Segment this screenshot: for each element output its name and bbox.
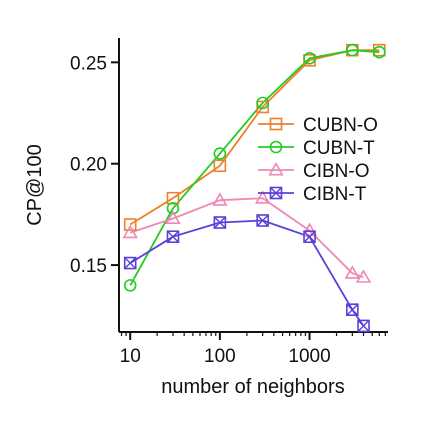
data-point-cibn-o — [212, 192, 228, 206]
legend-item-cibn-o: CIBN-O — [258, 161, 370, 182]
y-tick-label: 0.15 — [70, 256, 107, 277]
data-point-cubn-o — [256, 100, 269, 114]
legend-item-cubn-o: CUBN-O — [258, 115, 378, 136]
data-point-cubn-o — [213, 159, 227, 173]
data-point-cibn-t — [346, 303, 359, 316]
data-point-cubn-t — [373, 45, 386, 59]
plot-area: 0.15 0.20 0.25 10 100 1000 — [70, 38, 388, 367]
data-point-cubn-t — [123, 279, 137, 292]
series-markers — [122, 43, 386, 333]
data-point-cubn-t — [303, 51, 316, 65]
legend-marker — [269, 117, 283, 131]
legend-marker — [268, 162, 284, 176]
data-point-cubn-t — [166, 202, 180, 215]
data-point-cibn-t — [123, 256, 137, 270]
x-tick-label: 1000 — [288, 346, 330, 367]
data-point-cibn-t — [256, 214, 269, 227]
data-point-cibn-o — [355, 269, 372, 283]
series-line-cibn-t — [129, 219, 365, 327]
data-point-cibn-o — [122, 224, 138, 239]
data-point-cibn-o — [301, 222, 318, 237]
legend-item-cubn-t: CUBN-T — [258, 138, 375, 159]
x-tick-label: 10 — [120, 346, 141, 367]
data-point-cubn-o — [123, 218, 137, 231]
data-point-cibn-t — [357, 319, 370, 333]
legend-item-cibn-t: CIBN-T — [258, 184, 367, 205]
data-point-cibn-o — [165, 210, 181, 224]
legend-marker — [269, 140, 283, 154]
legend-label: CUBN-T — [303, 138, 375, 159]
y-tick-label: 0.20 — [70, 155, 107, 176]
x-axis-title: number of neighbors — [161, 376, 344, 398]
data-point-cubn-t — [346, 43, 359, 57]
data-point-cibn-t — [213, 216, 227, 229]
legend-label: CIBN-T — [303, 184, 367, 205]
y-tick-label: 0.25 — [70, 53, 107, 74]
data-point-cibn-o — [344, 265, 361, 279]
x-tick-label: 100 — [204, 346, 236, 367]
y-axis-title: CP@100 — [24, 144, 46, 225]
data-point-cibn-t — [166, 230, 180, 244]
series-line-cibn-o — [129, 197, 364, 279]
series-line-cubn-t — [129, 49, 380, 286]
legend-label: CUBN-O — [303, 115, 378, 136]
data-point-cubn-t — [213, 147, 227, 160]
y-ticks: 0.15 0.20 0.25 — [70, 53, 119, 277]
x-ticks: 10 100 1000 — [120, 332, 386, 367]
data-point-cubn-t — [256, 96, 269, 110]
data-point-cibn-o — [254, 190, 271, 204]
legend-label: CIBN-O — [303, 161, 370, 182]
data-point-cibn-t — [303, 230, 316, 244]
data-point-cubn-o — [166, 191, 180, 205]
legend-marker — [269, 186, 283, 200]
